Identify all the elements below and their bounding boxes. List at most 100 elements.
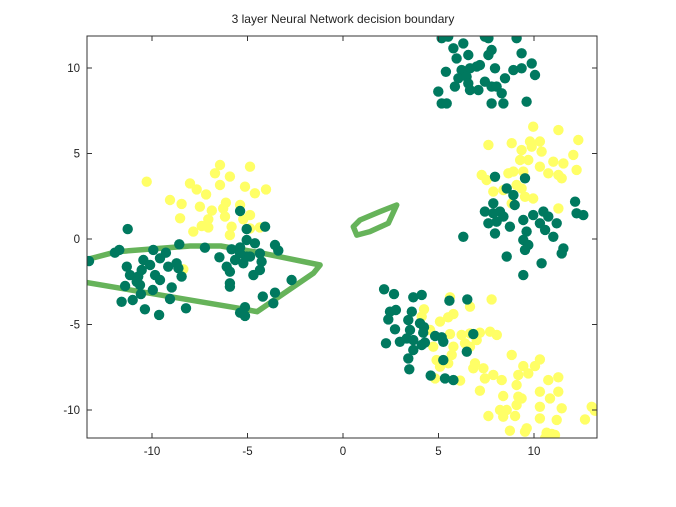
point-class_0: [380, 338, 392, 349]
point-class_0: [408, 292, 419, 303]
point-class_0: [404, 324, 416, 336]
point-class_0: [508, 189, 519, 201]
point-class_1: [534, 401, 546, 412]
point-class_1: [498, 411, 509, 422]
point-class_1: [528, 121, 539, 132]
point-class_1: [534, 386, 546, 397]
point-class_1: [511, 379, 522, 391]
point-class_1: [184, 178, 196, 189]
point-class_1: [239, 181, 251, 192]
point-class_1: [483, 410, 494, 422]
point-class_0: [122, 223, 133, 235]
point-class_1: [589, 405, 597, 416]
point-class_1: [573, 134, 584, 146]
point-class_0: [239, 310, 251, 322]
point-class_0: [257, 291, 268, 302]
point-class_0: [166, 282, 177, 293]
point-class_0: [254, 264, 266, 276]
point-class_0: [148, 244, 159, 256]
point-class_0: [408, 334, 419, 346]
point-class_0: [488, 198, 499, 209]
point-class_0: [418, 327, 429, 338]
point-class_1: [200, 189, 212, 200]
point-class_1: [474, 385, 486, 396]
point-class_0: [249, 238, 261, 249]
point-class_0: [489, 63, 501, 74]
point-class_1: [214, 179, 226, 191]
point-class_1: [491, 329, 502, 341]
point-class_1: [553, 386, 564, 397]
point-class_0: [116, 296, 127, 307]
point-class_1: [448, 341, 459, 352]
point-class_1: [164, 194, 176, 206]
point-class_0: [448, 374, 459, 386]
point-class_1: [528, 193, 539, 204]
point-class_0: [419, 337, 431, 348]
point-class_0: [87, 255, 95, 267]
point-class_0: [180, 303, 192, 314]
point-class_0: [176, 271, 187, 282]
point-class_1: [571, 164, 582, 176]
point-class_0: [483, 49, 494, 61]
point-class_1: [506, 349, 517, 361]
point-class_1: [446, 349, 457, 361]
point-class_1: [498, 390, 509, 402]
point-class_1: [536, 146, 547, 157]
point-class_0: [226, 244, 237, 255]
point-class_1: [523, 368, 534, 379]
point-class_0: [433, 86, 444, 97]
point-class_0: [224, 281, 236, 292]
point-class_0: [464, 84, 476, 96]
point-class_0: [174, 239, 185, 250]
point-class_1: [209, 168, 221, 179]
point-class_0: [389, 324, 401, 335]
point-class_1: [521, 423, 532, 434]
point-class_0: [458, 38, 469, 49]
point-class_0: [458, 231, 469, 242]
point-class_0: [135, 288, 147, 300]
point-class_1: [556, 173, 567, 184]
point-class_1: [481, 174, 492, 186]
point-class_1: [516, 183, 527, 194]
point-class_0: [163, 261, 174, 272]
point-class_1: [516, 144, 527, 156]
point-class_0: [268, 298, 279, 309]
point-class_1: [194, 201, 206, 212]
point-class_1: [488, 369, 499, 381]
point-class_0: [124, 269, 136, 281]
point-class_1: [548, 156, 559, 167]
point-class_0: [509, 199, 520, 211]
point-class_1: [534, 161, 546, 172]
point-class_0: [543, 211, 554, 222]
point-class_1: [176, 198, 187, 210]
point-class_1: [526, 141, 537, 152]
point-class_0: [483, 218, 494, 229]
point-class_0: [383, 314, 394, 325]
point-class_0: [496, 88, 507, 99]
point-class_1: [468, 363, 479, 374]
point-class_0: [508, 64, 519, 76]
point-class_0: [199, 242, 211, 253]
point-class_1: [543, 168, 554, 179]
point-class_1: [174, 213, 186, 224]
y-tick-label: -5: [70, 320, 80, 332]
point-class_0: [378, 284, 390, 295]
point-class_1: [518, 360, 529, 372]
point-class_0: [119, 280, 131, 292]
point-class_0: [154, 253, 166, 264]
point-class_1: [478, 363, 489, 374]
point-class_1: [568, 149, 579, 161]
y-tick-label: 5: [74, 149, 80, 161]
x-tick-label: -5: [242, 446, 252, 458]
point-class_0: [131, 276, 142, 287]
point-class_0: [498, 98, 509, 109]
chart-title: 3 layer Neural Network decision boundary: [232, 12, 455, 26]
point-class_0: [273, 245, 284, 256]
point-class_0: [556, 248, 567, 259]
point-class_0: [516, 63, 527, 74]
point-class_1: [224, 229, 236, 241]
point-class_1: [579, 414, 591, 425]
point-class_0: [521, 226, 532, 237]
point-class_0: [474, 59, 486, 71]
point-class_0: [144, 259, 156, 271]
